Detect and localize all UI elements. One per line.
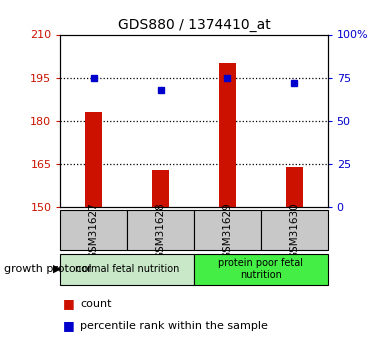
Bar [194, 254, 328, 285]
Text: GSM31628: GSM31628 [156, 202, 166, 259]
Text: ■: ■ [62, 297, 74, 310]
Text: protein poor fetal
nutrition: protein poor fetal nutrition [218, 258, 303, 280]
Bar [219, 63, 236, 207]
Text: GSM31630: GSM31630 [289, 202, 299, 259]
Bar [60, 254, 194, 285]
Text: ■: ■ [62, 319, 74, 333]
Text: count: count [80, 299, 112, 308]
Bar [60, 210, 127, 250]
Text: normal fetal nutrition: normal fetal nutrition [75, 264, 179, 274]
Bar [286, 167, 303, 207]
Title: GDS880 / 1374410_at: GDS880 / 1374410_at [118, 18, 270, 32]
Bar [152, 170, 169, 207]
Text: GSM31629: GSM31629 [222, 202, 232, 259]
Text: ▶: ▶ [53, 264, 61, 274]
Bar [194, 210, 261, 250]
Text: GSM31627: GSM31627 [89, 202, 99, 259]
Bar [127, 210, 194, 250]
Bar [261, 210, 328, 250]
Bar [85, 112, 102, 207]
Text: percentile rank within the sample: percentile rank within the sample [80, 321, 268, 331]
Text: growth protocol: growth protocol [4, 264, 92, 274]
